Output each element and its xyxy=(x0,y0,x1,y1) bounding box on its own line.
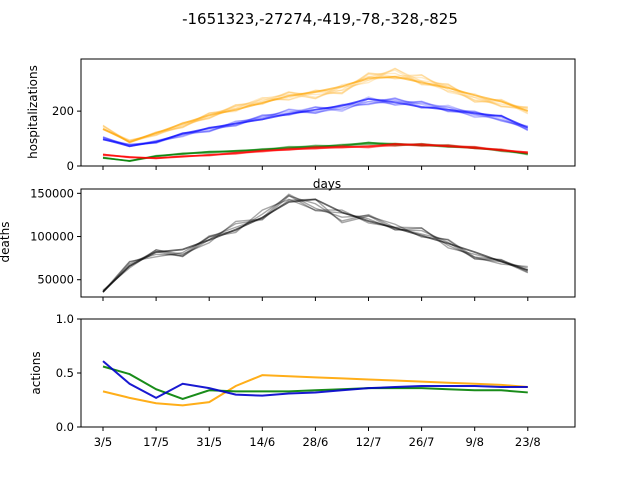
series-replica-line xyxy=(102,67,528,143)
series-replica-line xyxy=(102,74,529,141)
y-axis-label-hospitalizations: hospitalizations xyxy=(26,65,40,159)
x-tick-label: 31/5 xyxy=(196,435,222,449)
x-tick-label: 12/7 xyxy=(356,435,382,449)
x-tick-label: 26/7 xyxy=(409,435,435,449)
x-tick-label: 9/8 xyxy=(465,435,484,449)
x-tick-label: 3/5 xyxy=(94,435,113,449)
hospitalizations-panel: 0 200 xyxy=(52,58,576,173)
axes-frame xyxy=(80,318,576,428)
actions-panel: 0.0 0.5 1.0 3/5 17/5 31/5 14/6 28/6 12/7 26/7 9/8 2… xyxy=(56,312,576,449)
deaths-panel: 50000 100000 150000 xyxy=(30,186,576,301)
y-tick-label: 1.0 xyxy=(56,312,74,326)
series-replica-line xyxy=(102,74,529,141)
y-tick-label: 0.0 xyxy=(56,420,74,434)
y-tick-label: 150000 xyxy=(30,186,74,200)
series-replica-line xyxy=(102,198,528,291)
x-tick-label: 17/5 xyxy=(143,435,169,449)
series-line xyxy=(102,198,529,293)
x-tick-label: 14/6 xyxy=(249,435,275,449)
y-tick-label: 100000 xyxy=(30,230,74,244)
series-line xyxy=(102,365,528,400)
series-line xyxy=(102,360,528,399)
series-replica-line xyxy=(102,198,529,293)
y-tick-label: 0.5 xyxy=(56,366,74,380)
series-replica-line xyxy=(102,100,529,146)
series-line xyxy=(102,97,529,148)
series-replica-line xyxy=(102,72,529,142)
y-tick-label: 50000 xyxy=(37,273,74,287)
y-tick-label: 0 xyxy=(67,159,74,173)
y-tick-label: 200 xyxy=(52,104,74,118)
series-line xyxy=(102,143,528,160)
x-tick-label: 28/6 xyxy=(302,435,328,449)
series-replica-line xyxy=(102,194,529,293)
series-replica-line xyxy=(102,193,529,293)
x-tick-label: 23/8 xyxy=(515,435,541,449)
figure-title: -1651323,-27274,-419,-78,-328,-825 xyxy=(182,10,458,28)
axes-frame xyxy=(80,58,576,167)
axes-frame xyxy=(80,188,576,298)
x-axis-label: days xyxy=(313,177,341,191)
y-axis-label-actions: actions xyxy=(29,351,43,394)
series-line xyxy=(102,75,529,143)
series-line xyxy=(102,374,528,407)
y-axis-label-deaths: deaths xyxy=(0,222,12,263)
